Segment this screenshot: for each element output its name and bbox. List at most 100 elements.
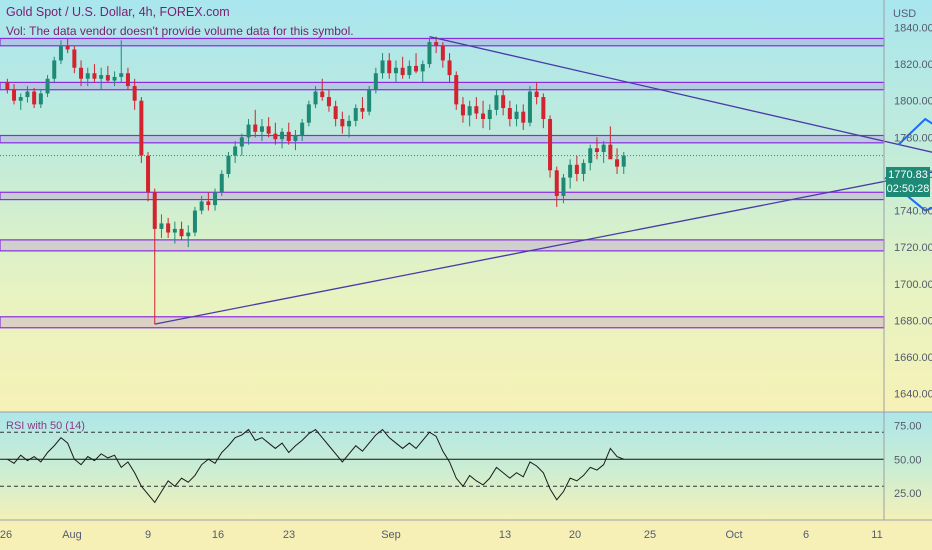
candle-body: [615, 159, 620, 167]
candle-body: [25, 91, 30, 98]
time-tick-label: 20: [569, 529, 581, 541]
currency-label[interactable]: USD: [893, 8, 917, 20]
time-axis-background: [0, 520, 932, 550]
candle-body: [259, 126, 264, 132]
candle-body: [233, 146, 238, 156]
candle-body: [487, 109, 492, 120]
rsi-indicator-label[interactable]: RSI with 50 (14): [6, 420, 85, 432]
candle-body: [333, 106, 338, 120]
candle-body: [380, 60, 385, 74]
zone-band: [0, 81, 885, 91]
time-tick-label: 13: [499, 529, 511, 541]
zone-band: [0, 134, 885, 144]
candle-body: [199, 201, 204, 211]
candle-body: [554, 170, 559, 196]
price-tick-label: 1720.00: [894, 242, 932, 254]
candle-body: [119, 73, 124, 77]
time-tick-label: 16: [212, 529, 224, 541]
trendline: [154, 171, 932, 325]
candle-body: [52, 60, 57, 79]
candle-body: [273, 133, 278, 140]
candle-body: [414, 65, 419, 72]
candle-body: [541, 97, 546, 120]
candle-body: [447, 60, 452, 76]
candle-body: [45, 78, 50, 94]
candle-body: [166, 223, 171, 233]
candle-body: [440, 45, 445, 61]
candle-body: [192, 210, 197, 233]
rsi-tick-label: 25.00: [894, 488, 922, 500]
projection-arrows: [884, 117, 932, 212]
candle-body: [574, 164, 579, 174]
price-tick-label: 1800.00: [894, 96, 932, 108]
rsi-pane: [0, 411, 932, 504]
rsi-tick-label: 50.00: [894, 454, 922, 466]
candle-body: [125, 73, 130, 87]
candle-body: [494, 95, 499, 110]
time-tick-label: 9: [145, 529, 151, 541]
price-tick-label: 1640.00: [894, 389, 932, 401]
time-tick-label: 11: [871, 529, 882, 541]
candle-body: [454, 75, 459, 105]
zone-band: [0, 191, 885, 201]
time-tick-label: Aug: [62, 529, 82, 541]
candle-body: [159, 223, 164, 229]
support-resistance-zones: [0, 37, 885, 329]
projection-path: [884, 176, 932, 212]
candle-body: [112, 76, 117, 81]
candle-body: [434, 42, 439, 46]
candle-body: [474, 106, 479, 114]
time-tick-label: 26: [0, 529, 12, 541]
projection-path: [897, 117, 932, 146]
candle-body: [253, 124, 258, 132]
candle-body: [420, 64, 425, 72]
candle-body: [300, 122, 305, 136]
candle-body: [347, 120, 352, 127]
candle-body: [407, 65, 412, 76]
candle-body: [92, 73, 97, 79]
rsi-line: [7, 428, 624, 504]
candle-body: [105, 75, 110, 81]
candle-body: [280, 131, 285, 140]
candle-body: [514, 111, 519, 120]
candle-body: [561, 177, 566, 196]
candle-body: [206, 201, 211, 206]
candle-body: [326, 97, 331, 107]
price-tick-label: 1660.00: [894, 352, 932, 364]
candle-body: [387, 60, 392, 74]
candle-body: [481, 113, 486, 120]
candle-body: [286, 131, 291, 141]
time-tick-label: Oct: [725, 529, 742, 541]
candle-body: [12, 89, 17, 101]
candle-body: [72, 49, 77, 68]
rsi-tick-label: 75.00: [894, 421, 922, 433]
time-tick-label: 25: [644, 529, 656, 541]
candle-body: [179, 228, 184, 237]
candle-body: [360, 108, 365, 112]
candle-body: [588, 148, 593, 163]
price-tick-label: 1740.00: [894, 206, 932, 218]
candle-body: [534, 91, 539, 98]
candle-body: [594, 148, 599, 152]
zone-band: [0, 316, 885, 329]
candle-body: [548, 119, 553, 171]
candle-body: [581, 162, 586, 174]
candle-body: [132, 86, 137, 101]
candle-body: [400, 67, 405, 76]
candle-body: [38, 93, 43, 105]
candle-body: [293, 135, 298, 141]
candle-body: [152, 192, 157, 229]
candle-body: [568, 164, 573, 178]
candle-body: [427, 42, 432, 65]
price-tick-label: 1820.00: [894, 59, 932, 71]
candle-body: [521, 111, 526, 123]
zone-band: [0, 239, 885, 252]
candle-body: [313, 91, 318, 105]
candle-body: [146, 155, 151, 193]
candle-body: [393, 67, 398, 74]
candle-body: [460, 104, 465, 116]
candle-body: [226, 155, 231, 174]
candle-body: [507, 108, 512, 120]
candle-body: [246, 124, 251, 138]
